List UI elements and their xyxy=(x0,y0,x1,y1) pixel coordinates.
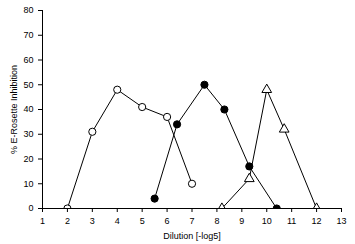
svg-text:0: 0 xyxy=(28,203,33,213)
svg-text:40: 40 xyxy=(23,104,33,114)
svg-text:6: 6 xyxy=(165,216,170,226)
svg-text:3: 3 xyxy=(90,216,95,226)
svg-text:80: 80 xyxy=(23,5,33,15)
svg-text:13: 13 xyxy=(336,216,346,226)
svg-text:Dilution [-log5]: Dilution [-log5] xyxy=(163,231,221,241)
svg-text:11: 11 xyxy=(287,216,296,226)
svg-text:12: 12 xyxy=(312,216,322,226)
svg-text:20: 20 xyxy=(23,154,33,164)
svg-text:70: 70 xyxy=(23,30,33,40)
svg-text:7: 7 xyxy=(189,216,194,226)
svg-text:9: 9 xyxy=(239,216,244,226)
svg-text:10: 10 xyxy=(23,179,33,189)
svg-text:30: 30 xyxy=(23,129,33,139)
svg-text:50: 50 xyxy=(23,80,33,90)
svg-text:8: 8 xyxy=(214,216,219,226)
svg-text:2: 2 xyxy=(65,216,70,226)
svg-text:10: 10 xyxy=(262,216,272,226)
svg-text:5: 5 xyxy=(140,216,145,226)
svg-text:4: 4 xyxy=(115,216,120,226)
svg-text:1: 1 xyxy=(40,216,45,226)
svg-text:% E-Rosette Inhibition: % E-Rosette Inhibition xyxy=(9,65,19,154)
svg-text:60: 60 xyxy=(23,55,33,65)
